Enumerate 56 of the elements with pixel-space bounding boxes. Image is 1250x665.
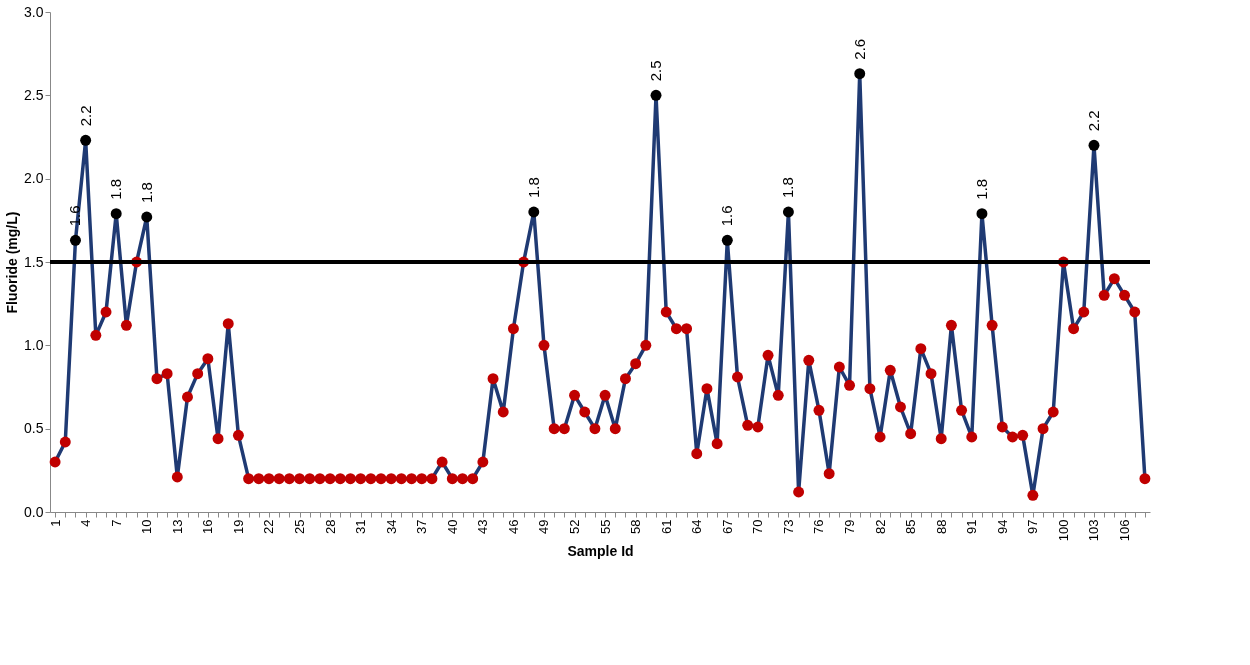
x-axis-title: Sample Id: [567, 543, 634, 560]
x-tick-label: 13: [169, 519, 185, 534]
x-tick-label: 79: [842, 519, 858, 534]
y-tick-label: 0.5: [24, 420, 44, 437]
data-label: 2.5: [647, 60, 665, 82]
x-tick-label: 61: [658, 519, 674, 534]
y-tick-label: 3.0: [24, 3, 44, 20]
y-tick-label: 2.0: [24, 170, 44, 187]
x-tick-label: 94: [994, 519, 1010, 534]
y-tick-label: 1.0: [24, 336, 44, 353]
x-tick-label: 10: [139, 519, 155, 534]
data-label: 1.8: [972, 178, 990, 200]
x-tick-label: 67: [719, 519, 735, 534]
x-tick-label: 7: [108, 519, 124, 527]
x-tick-label: 46: [505, 519, 521, 534]
data-label: 2.6: [850, 38, 868, 60]
y-tick-label: 0.0: [24, 503, 44, 520]
x-tick-label: 28: [322, 519, 338, 534]
x-tick-label: 1: [47, 519, 63, 527]
data-label: 2.2: [76, 105, 94, 127]
data-label: 1.8: [107, 178, 125, 200]
y-tick-label: 2.5: [24, 86, 44, 103]
x-tick-label: 73: [780, 519, 796, 534]
x-tick-label: 4: [78, 519, 94, 527]
x-tick-label: 76: [811, 519, 827, 534]
x-tick-label: 91: [964, 519, 980, 534]
x-tick-label: 43: [475, 519, 491, 534]
data-label: 1.6: [66, 205, 84, 227]
data-label: 1.8: [779, 177, 797, 198]
x-tick-label: 82: [872, 519, 888, 534]
x-tick-label: 16: [200, 519, 216, 534]
x-tick-label: 70: [750, 519, 766, 534]
x-tick-label: 106: [1117, 519, 1133, 542]
x-tick-label: 97: [1025, 519, 1041, 534]
x-tick-label: 40: [444, 519, 460, 534]
x-tick-label: 85: [903, 519, 919, 534]
x-tick-label: 64: [689, 519, 705, 534]
data-label: 1.8: [137, 182, 155, 203]
x-tick-label: 25: [292, 519, 308, 534]
x-tick-label: 49: [536, 519, 552, 534]
x-tick-label: 37: [414, 519, 430, 534]
x-tick-label: 58: [628, 519, 644, 534]
x-tick-label: 19: [230, 519, 246, 534]
x-tick-label: 52: [567, 519, 583, 534]
y-tick-label: 1.5: [24, 253, 44, 270]
data-label: 2.2: [1084, 110, 1102, 132]
x-tick-label: 34: [383, 519, 399, 534]
y-axis-title: Fluoride (mg/L): [4, 211, 21, 314]
x-tick-label: 88: [933, 519, 949, 534]
x-tick-label: 55: [597, 519, 613, 534]
x-tick-label: 22: [261, 519, 277, 534]
x-tick-label: 100: [1055, 519, 1071, 542]
x-tick-label: 103: [1086, 519, 1102, 542]
data-label: 1.8: [524, 177, 542, 198]
data-label: 1.6: [718, 205, 736, 227]
x-tick-label: 31: [353, 519, 369, 534]
